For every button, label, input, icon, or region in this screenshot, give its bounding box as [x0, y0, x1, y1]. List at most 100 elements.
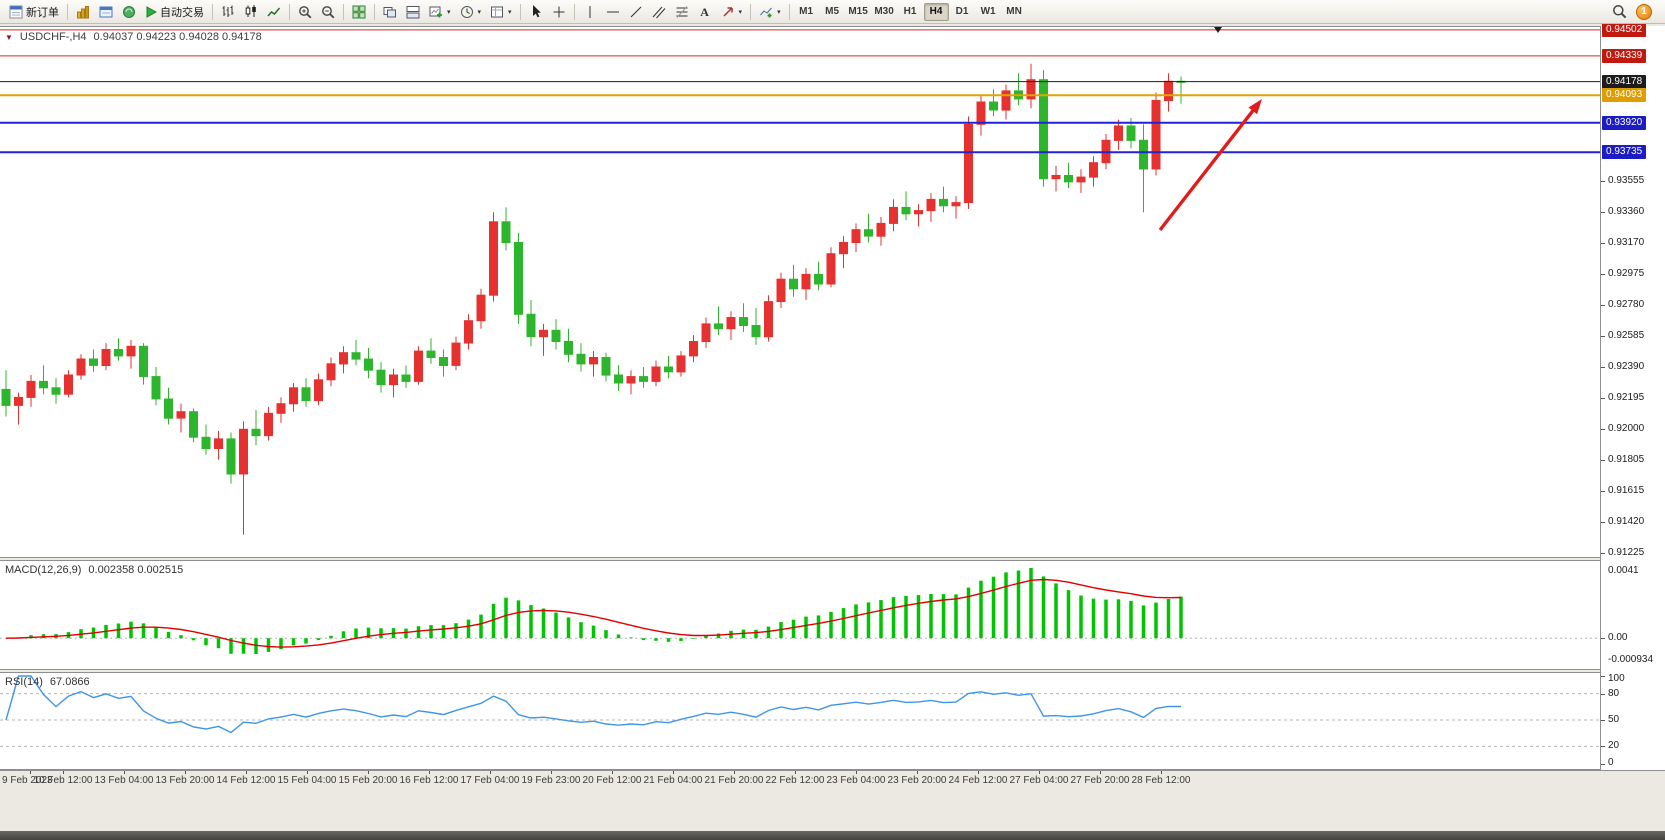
crosshair-tool-button[interactable]: [548, 2, 570, 22]
cursor-tool-button[interactable]: [525, 2, 547, 22]
price-axis[interactable]: 0.93555 0.93360 0.93170 0.92975 0.92780 0.925…: [1600, 23, 1665, 770]
time-axis-label: 22 Feb 12:00: [765, 775, 825, 786]
candle: [576, 343, 586, 372]
text-tool-button[interactable]: A: [694, 2, 716, 22]
timeframe-M5[interactable]: M5: [825, 6, 840, 17]
time-axis-label: 14 Feb 12:00: [216, 775, 276, 786]
data-window-icon: [99, 6, 113, 17]
candle: [1, 370, 11, 417]
timeframe-D1[interactable]: D1: [955, 6, 969, 17]
candles-chart-icon: [245, 5, 256, 17]
candle: [51, 378, 61, 404]
cascade-windows-icon: [383, 6, 396, 17]
candlestick-chart[interactable]: [0, 27, 1600, 557]
history-center-button[interactable]: [118, 2, 140, 22]
candle: [276, 397, 286, 423]
timeframe-M1[interactable]: M1: [799, 6, 814, 17]
notification-badge[interactable]: 1: [1636, 3, 1652, 20]
macd-chart[interactable]: [0, 561, 1600, 669]
candle: [1089, 156, 1098, 187]
channel-icon: [652, 6, 665, 18]
line-chart-mode-button[interactable]: [263, 2, 285, 22]
market-watch-button[interactable]: [72, 2, 94, 22]
candlestick-mode-button[interactable]: [240, 2, 262, 22]
chart-shift-marker-icon[interactable]: [1214, 27, 1222, 33]
vertical-line-tool-button[interactable]: [579, 2, 601, 22]
time-axis-tick: [1161, 771, 1162, 774]
rsi-axis-label: 0: [1608, 757, 1614, 768]
candle: [476, 288, 486, 329]
trend-arrow-annotation[interactable]: [1158, 99, 1262, 232]
rsi-indicator-panel[interactable]: RSI(14) 67.0866: [0, 672, 1600, 770]
candle: [701, 317, 711, 348]
new-chart-button[interactable]: ▾: [425, 2, 455, 22]
bar-chart-mode-button[interactable]: [217, 2, 239, 22]
indicators-button[interactable]: ▾: [755, 2, 785, 22]
timeframe-M15[interactable]: M15: [848, 6, 868, 17]
price-level-badge: 0.94093: [1602, 88, 1647, 102]
trendline-tool-button[interactable]: [625, 2, 647, 22]
candle: [289, 383, 298, 412]
macd-indicator-panel[interactable]: MACD(12,26,9) 0.002358 0.002515: [0, 560, 1600, 670]
horizontal-line-tool-button[interactable]: [602, 2, 624, 22]
tile-windows-button[interactable]: [348, 2, 370, 22]
timeframe-MN[interactable]: MN: [1006, 6, 1022, 17]
candle: [351, 339, 361, 366]
rsi-chart[interactable]: [0, 673, 1600, 769]
time-axis-label: 20 Feb 12:00: [582, 775, 642, 786]
timeframe-group: M1 M5 M15 M30 H1 H4 D1 W1 MN: [794, 2, 1027, 21]
timeframe-H4[interactable]: H4: [923, 2, 949, 21]
chart-area: ▼ USDCHF-,H4 0.94037 0.94223 0.94028 0.9…: [0, 23, 1665, 840]
candle: [301, 378, 311, 407]
data-window-button[interactable]: [95, 2, 117, 22]
channel-tool-button[interactable]: [648, 2, 670, 22]
candle: [1076, 169, 1086, 193]
new-order-icon: [9, 5, 23, 18]
time-axis-label: 27 Feb 20:00: [1070, 775, 1130, 786]
tile-horizontal-icon: [406, 5, 420, 18]
fibonacci-tool-button[interactable]: [671, 2, 693, 22]
time-axis-label: 19 Feb 23:00: [521, 775, 581, 786]
rsi-axis-label: 20: [1608, 740, 1620, 751]
time-axis[interactable]: 9 Feb 2023 10 Feb 12:00 13 Feb 04:00 13 Feb…: [0, 770, 1665, 790]
dropdown-caret-icon: ▾: [777, 8, 781, 16]
rsi-value: 67.0866: [49, 676, 90, 688]
candle: [1164, 73, 1173, 112]
timeframe-M30[interactable]: M30: [874, 6, 894, 17]
candle: [889, 199, 898, 232]
candle: [714, 306, 723, 336]
candle: [1014, 73, 1023, 106]
macd-axis-zero: 0.00: [1608, 632, 1628, 643]
chart-period-button[interactable]: ▾: [456, 2, 486, 22]
search-button[interactable]: [1608, 2, 1631, 22]
timeframe-W1[interactable]: W1: [980, 6, 996, 17]
auto-trading-button[interactable]: 自动交易: [141, 2, 208, 22]
time-axis-tick: [307, 771, 308, 774]
time-axis-tick: [368, 771, 369, 774]
template-button[interactable]: ▾: [486, 2, 516, 22]
price-axis-tick: [1601, 553, 1605, 554]
candle: [1176, 76, 1186, 104]
chart-title-symbol: USDCHF-,H4: [19, 31, 87, 43]
collapse-triangle-icon[interactable]: ▼: [5, 32, 13, 42]
time-axis-label: 23 Feb 20:00: [887, 775, 947, 786]
candle: [539, 323, 548, 356]
time-axis-label: 17 Feb 04:00: [460, 775, 520, 786]
zoom-in-button[interactable]: [294, 2, 316, 22]
candle: [314, 373, 323, 406]
zoom-out-button[interactable]: [317, 2, 339, 22]
price-tick-label: 0.91225: [1608, 547, 1645, 558]
search-icon: [1613, 5, 1627, 19]
rsi-label: RSI(14) 67.0866: [5, 676, 90, 688]
candle: [176, 403, 186, 433]
cascade-windows-button[interactable]: [379, 2, 401, 22]
arrows-tool-button[interactable]: ▾: [717, 2, 747, 22]
timeframe-H1[interactable]: H1: [903, 6, 917, 17]
main-chart-plot[interactable]: ▼ USDCHF-,H4 0.94037 0.94223 0.94028 0.9…: [0, 26, 1600, 558]
window-bottom-edge: [0, 831, 1665, 840]
time-axis-tick: [856, 771, 857, 774]
price-level-badge: 0.94339: [1602, 49, 1647, 63]
new-order-button[interactable]: 新订单: [5, 2, 63, 22]
dropdown-caret-icon: ▾: [508, 8, 512, 16]
macd-name: MACD(12,26,9): [5, 564, 82, 576]
